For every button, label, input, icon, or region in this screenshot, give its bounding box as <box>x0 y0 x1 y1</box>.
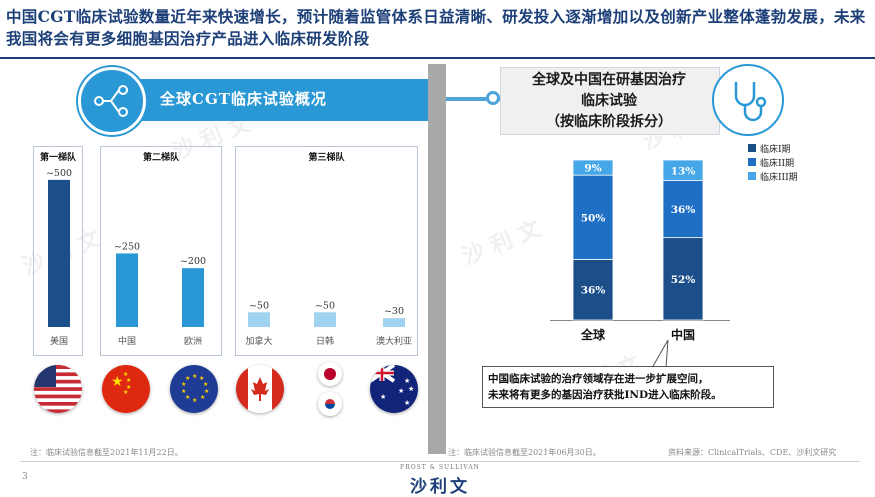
svg-text:★: ★ <box>123 389 128 396</box>
bar <box>383 318 405 327</box>
svg-text:★: ★ <box>181 388 186 395</box>
bar-value-label: ~500 <box>46 168 72 179</box>
svg-text:★: ★ <box>126 377 131 384</box>
bar <box>116 253 138 327</box>
segment-label: 36% <box>581 285 606 297</box>
bar <box>314 312 336 327</box>
bar-value-label: ~50 <box>315 300 335 311</box>
page-title: 中国CGT临床试验数量近年来快速增长，预计随着监管体系日益清晰、研发投入逐渐增加… <box>6 7 866 48</box>
tier-box-2 <box>100 146 222 356</box>
china-flag-icon: ★ ★ ★ ★ ★ <box>102 365 150 413</box>
bar-value-label: ~30 <box>384 306 404 317</box>
phase-3-segment <box>572 159 614 176</box>
category-label: 欧洲 <box>184 335 202 347</box>
legend-label: 临床II期 <box>760 157 794 169</box>
connector-line <box>446 97 501 101</box>
callout-box <box>482 366 774 408</box>
segment-label: 9% <box>584 163 601 175</box>
right-title-line-1: 全球及中国在研基因治疗 <box>532 72 686 88</box>
category-label: 美国 <box>50 335 68 347</box>
tier-box-1 <box>33 146 83 356</box>
bar-value-label: ~250 <box>114 241 140 252</box>
korea-flag-icon <box>318 392 342 416</box>
footer-rule <box>20 461 860 462</box>
svg-text:★: ★ <box>192 373 197 380</box>
segment-label: 50% <box>581 212 606 224</box>
svg-text:★: ★ <box>199 375 204 382</box>
flow-icon <box>78 67 146 135</box>
phase-2-segment <box>662 180 704 239</box>
tier-3-label: 第三梯队 <box>308 153 345 163</box>
tier-2-label: 第二梯队 <box>142 153 179 163</box>
svg-text:★: ★ <box>398 387 404 395</box>
right-title-text: 全球及中国在研基因治疗 临床试验 （按临床阶段拆分） <box>500 70 718 133</box>
us-flag-icon <box>34 365 82 413</box>
svg-text:★: ★ <box>111 374 124 390</box>
header-rule <box>0 57 875 59</box>
svg-text:★: ★ <box>203 381 208 388</box>
svg-text:★: ★ <box>380 393 386 401</box>
svg-text:★: ★ <box>200 394 205 401</box>
legend-swatch <box>748 172 756 180</box>
phase-1-segment <box>662 237 704 321</box>
bar-value-label: ~50 <box>249 300 269 311</box>
australia-flag-icon: ★ ★ ★ ★ ★ <box>370 365 418 413</box>
svg-text:★: ★ <box>126 384 131 391</box>
phase-2-segment <box>572 174 614 260</box>
country-trials-chart: ~500 美国 ~250 中国 ~200 欧洲 ~50 加拿大 ~50 日韩 ~30 澳大利亚 <box>46 168 412 347</box>
eu-flag-icon: ★ ★ ★ ★ ★ ★ ★ ★ ★ ★ <box>170 365 218 413</box>
phase-3-segment <box>662 159 704 181</box>
tier-box-3 <box>235 146 418 356</box>
brand-logo: 沙利文 <box>410 477 470 497</box>
stethoscope-icon <box>712 64 784 136</box>
svg-text:★: ★ <box>181 381 186 388</box>
category-label: 中国 <box>671 327 695 342</box>
callout-line-1: 中国临床试验的治疗领域存在进一步扩展空间， <box>488 373 709 385</box>
category-label: 中国 <box>118 335 136 347</box>
svg-text:★: ★ <box>204 388 209 395</box>
panel-divider <box>428 64 446 454</box>
svg-text:★: ★ <box>123 371 128 378</box>
category-label: 加拿大 <box>245 335 272 347</box>
right-title-box <box>500 67 720 135</box>
callout-line-2: 未来将有更多的基因治疗获批IND进入临床阶段。 <box>488 389 722 401</box>
bar-value-label: ~200 <box>180 256 206 267</box>
connector-dot <box>486 91 500 105</box>
source-note: 资料来源：ClinicalTrials、CDE、沙利文研究 <box>668 448 837 457</box>
svg-text:★: ★ <box>185 394 190 401</box>
legend-swatch <box>748 144 756 152</box>
page-number: 3 <box>22 472 28 482</box>
category-label: 日韩 <box>316 335 334 347</box>
segment-label: 52% <box>671 274 696 286</box>
legend-label: 临床I期 <box>760 143 791 155</box>
svg-text:★: ★ <box>185 375 190 382</box>
legend-label: 临床III期 <box>760 171 798 183</box>
left-banner <box>92 79 432 121</box>
callout-pointer <box>651 339 669 369</box>
segment-label: 36% <box>671 204 696 216</box>
phase-1-segment <box>572 258 614 321</box>
bar <box>248 312 270 327</box>
svg-text:★: ★ <box>408 385 414 393</box>
left-banner-title: 全球CGT临床试验概况 <box>160 90 327 108</box>
brand-small: FROST & SULLIVAN <box>400 464 480 471</box>
svg-text:★: ★ <box>404 399 410 407</box>
category-label: 澳大利亚 <box>376 335 412 347</box>
right-title-line-3: （按临床阶段拆分） <box>546 114 672 130</box>
tier-1-label: 第一梯队 <box>39 153 76 163</box>
right-title-line-2: 临床试验 <box>581 93 637 109</box>
left-footnote: 注：临床试验信息截至2021年11月22日。 <box>30 448 183 457</box>
svg-text:★: ★ <box>404 377 410 385</box>
japan-flag-icon <box>318 362 342 386</box>
bar <box>182 268 204 327</box>
canada-flag-icon <box>236 365 284 413</box>
right-footnote: 注：临床试验信息截至2021年06月30日。 <box>448 448 601 457</box>
svg-text:★: ★ <box>192 397 197 404</box>
legend-swatch <box>748 158 756 166</box>
category-label: 全球 <box>580 327 606 342</box>
callout-text: 中国临床试验的治疗领域存在进一步扩展空间， 未来将有更多的基因治疗获批IND进入… <box>488 371 770 403</box>
bar <box>48 179 70 327</box>
segment-label: 13% <box>671 165 696 177</box>
